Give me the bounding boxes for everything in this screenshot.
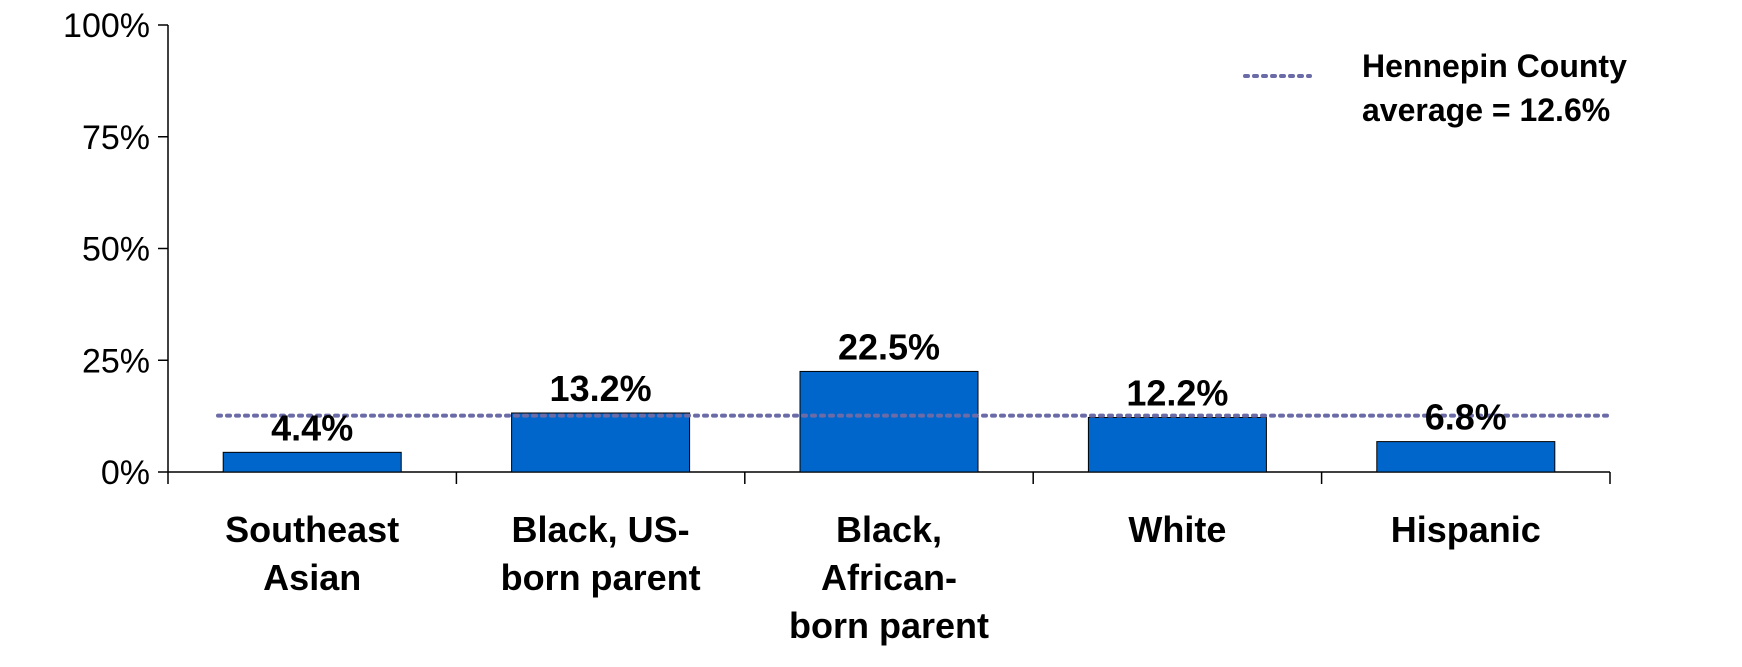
bar [1376, 441, 1556, 473]
x-category-label-line: Hispanic [1391, 509, 1541, 550]
bar [1087, 416, 1267, 473]
legend-label: Hennepin County average = 12.6% [1362, 48, 1627, 128]
x-category-label: Southeast Asian [225, 509, 399, 598]
y-tick-label: 25% [82, 342, 150, 380]
y-tick-label: 50% [82, 231, 150, 269]
legend-label-line: average = 12.6% [1362, 92, 1610, 128]
data-label: 12.2% [1126, 372, 1228, 413]
axes: 0% 25% 50% 75% 100% [63, 7, 1611, 492]
bar [222, 451, 402, 473]
data-label: 6.8% [1425, 397, 1507, 438]
x-category-label: Black, US-born parent [501, 509, 701, 598]
bar [511, 412, 691, 473]
x-category-label-line: Black, US- [512, 509, 690, 550]
bars-group [222, 370, 1556, 473]
y-tick-label: 0% [101, 454, 150, 492]
x-category-label-line: born parent [789, 605, 989, 646]
labels-group: 4.4% 13.2% 22.5% 12.2% 6.8% Southeast Asian Bla… [225, 326, 1541, 646]
legend-label-line: Hennepin County [1362, 48, 1627, 84]
data-label: 13.2% [550, 368, 652, 409]
bar [799, 370, 979, 473]
x-category-label: White [1128, 509, 1226, 550]
y-tick-label: 100% [63, 7, 150, 45]
data-label: 22.5% [838, 326, 940, 367]
x-category-label: Hispanic [1391, 509, 1541, 550]
legend: Hennepin County average = 12.6% [1243, 48, 1627, 128]
data-label: 4.4% [271, 407, 353, 448]
y-tick-label: 75% [82, 119, 150, 157]
x-category-label-line: Asian [263, 557, 361, 598]
x-category-label-line: African- [821, 557, 957, 598]
x-category-label-line: Black, [836, 509, 942, 550]
x-category-label-line: Southeast [225, 509, 399, 550]
x-category-label-line: born parent [501, 557, 701, 598]
x-category-label: Black, African-born parent [789, 509, 989, 646]
x-category-label-line: White [1128, 509, 1226, 550]
